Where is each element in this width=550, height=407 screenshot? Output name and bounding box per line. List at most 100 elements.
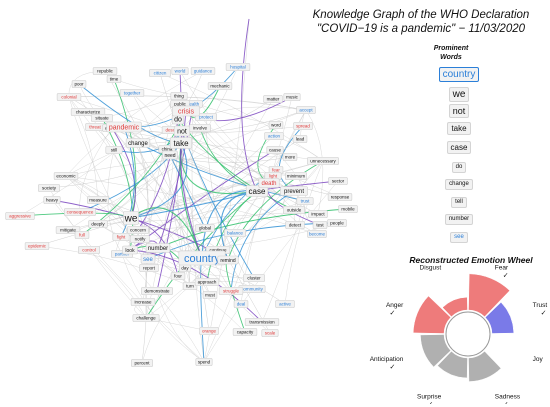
graph-hub-node: take	[169, 137, 193, 149]
graph-edge	[65, 175, 191, 287]
graph-node: impact	[308, 209, 328, 219]
graph-edge	[65, 175, 131, 251]
prominent-word-label: tell	[451, 197, 467, 208]
node-label: thing	[174, 94, 184, 99]
node-label: mobile	[341, 207, 355, 212]
node-label: scale	[265, 331, 276, 336]
graph-node: increase	[130, 297, 156, 307]
node-label: detect	[289, 223, 302, 228]
node-box	[199, 326, 219, 336]
graph-node: mechanic	[207, 81, 233, 91]
emotion-check-icon: ✓	[389, 363, 395, 371]
node-box	[307, 156, 339, 166]
graph-edge	[123, 109, 307, 134]
node-box	[263, 94, 283, 104]
node-label: take	[173, 139, 189, 148]
node-box	[131, 358, 153, 368]
graph-node: epidemic	[24, 241, 50, 251]
node-label: day	[181, 266, 189, 271]
node-label: fear	[272, 168, 280, 173]
node-box	[225, 62, 251, 72]
prominent-word-item: do	[424, 155, 494, 173]
prominent-word-item: we	[424, 84, 494, 102]
graph-edge	[113, 78, 137, 219]
graph-node: matter	[263, 94, 283, 104]
emotion-wheel-title: Reconstructed Emotion Wheel	[409, 255, 533, 265]
graph-edge	[181, 130, 341, 198]
graph-node: control	[78, 245, 100, 255]
prominent-word-label: we	[448, 87, 470, 102]
node-box	[130, 234, 150, 244]
node-box	[171, 66, 189, 76]
node-label: become	[309, 232, 326, 237]
node-label: republic	[97, 69, 114, 74]
node-label: consequence	[67, 210, 94, 215]
node-label: matter	[267, 97, 280, 102]
emotion-label: Disgust	[420, 264, 442, 271]
node-box	[5, 211, 35, 221]
node-label: remind	[220, 258, 236, 264]
node-box	[125, 138, 151, 148]
node-label: see	[143, 257, 153, 263]
node-label: society	[42, 186, 57, 191]
node-label: spread	[296, 124, 310, 129]
node-label: impact	[311, 212, 325, 217]
graph-node: detect	[285, 220, 305, 230]
node-label: deeply	[91, 222, 105, 227]
node-box	[92, 66, 118, 76]
node-label: characterize	[76, 110, 101, 115]
graph-hub-node: pandemic	[106, 121, 142, 133]
graph-edge	[130, 190, 258, 219]
graph-node: involve	[189, 123, 211, 133]
node-box	[106, 74, 122, 84]
graph-edge	[68, 96, 341, 198]
prominent-word-item: not	[424, 101, 494, 119]
node-label: health	[187, 102, 200, 107]
node-box	[140, 254, 156, 264]
knowledge-graph: republic time poor colonial citizen world guid…	[5, 18, 358, 368]
node-label: economic	[56, 174, 76, 179]
graph-node: more	[282, 152, 298, 162]
graph-edge	[121, 253, 205, 363]
emotion-check-icon: ✓	[503, 271, 509, 279]
node-label: colonial	[61, 95, 76, 100]
emotion-check-icon: ✓	[389, 309, 395, 317]
graph-node: action	[264, 131, 284, 141]
graph-node: must	[202, 290, 218, 300]
emotion-label: Surprise	[417, 394, 442, 401]
graph-hub-node: do	[171, 113, 185, 125]
node-label: community	[241, 287, 264, 292]
node-box	[338, 204, 358, 214]
node-box	[127, 225, 149, 235]
node-label: country	[184, 253, 221, 265]
node-box	[243, 273, 265, 283]
node-box	[123, 211, 139, 225]
node-label: hospital	[230, 65, 246, 70]
prominent-word-label: not	[448, 104, 470, 118]
node-label: measure	[89, 198, 107, 203]
node-label: do	[174, 116, 182, 123]
graph-node: four	[170, 271, 186, 281]
node-box	[283, 205, 305, 215]
node-label: crisis	[178, 108, 194, 115]
node-box	[87, 195, 109, 205]
graph-edge	[36, 182, 270, 247]
node-label: response	[331, 195, 350, 200]
graph-hub-node: case	[245, 185, 269, 197]
graph-node: percent	[131, 358, 153, 368]
emotion-label: Anger	[386, 302, 404, 309]
prominent-word-label: country	[438, 67, 480, 82]
prominent-word-item: number	[424, 207, 494, 225]
graph-edge	[130, 142, 188, 219]
graph-node: still	[105, 145, 123, 155]
graph-edge	[137, 98, 274, 144]
graph-node: fight	[112, 232, 130, 242]
graph-node: capacity	[232, 327, 258, 337]
node-label: protect	[199, 115, 214, 120]
node-label: need	[164, 153, 175, 159]
graph-node: balance	[224, 228, 246, 238]
emotion-label: Fear	[495, 264, 509, 271]
title-line-2: "COVID−19 is a pandemic" − 11/03/2020	[316, 23, 526, 35]
graph-node: citizen	[149, 68, 171, 78]
